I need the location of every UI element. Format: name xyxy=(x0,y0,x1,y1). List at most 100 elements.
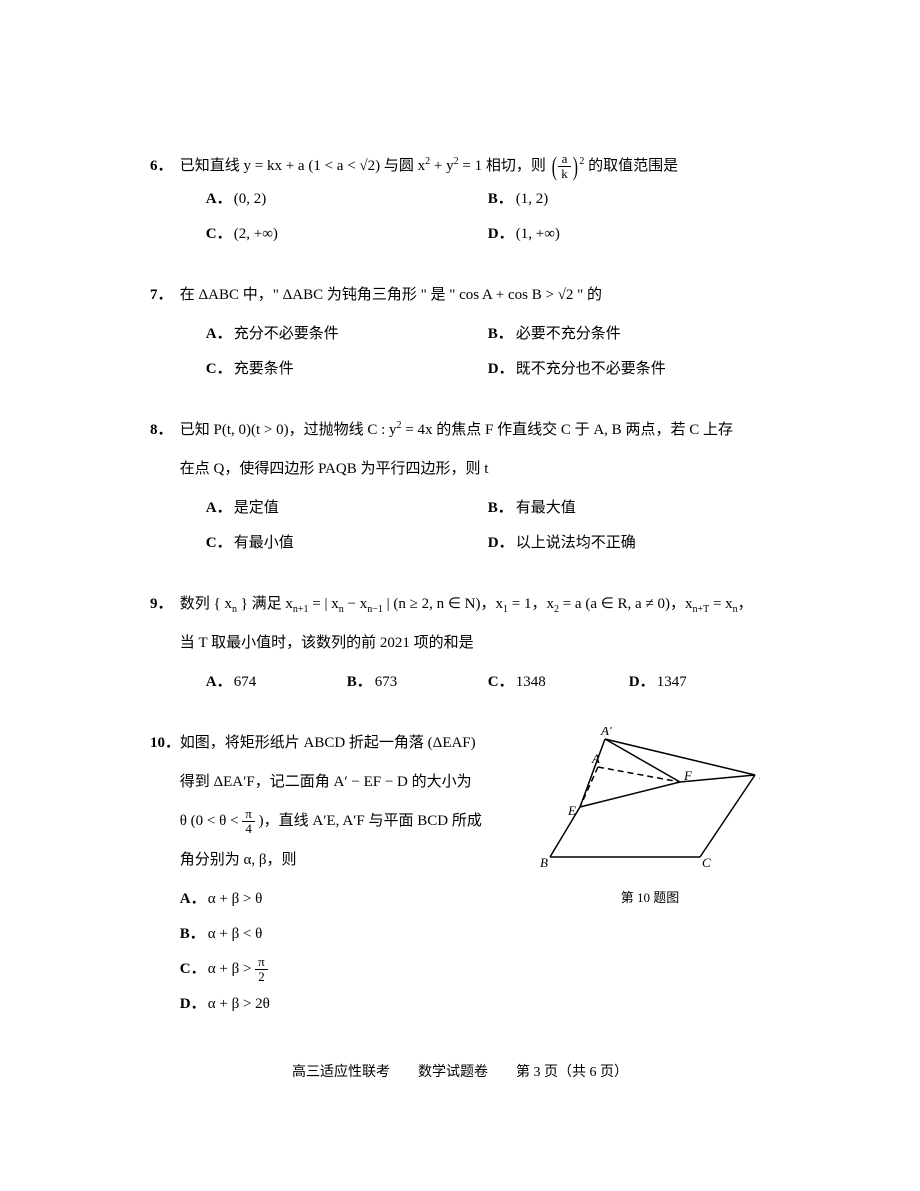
q6-opt-a-text: (0, 2) xyxy=(234,191,267,207)
question-9: 9． 数列 { xn } 满足 xn+1 = | xn − xn−1 | (n … xyxy=(150,588,770,701)
q6-frac-num: a xyxy=(558,152,571,167)
svg-text:A: A xyxy=(591,751,600,766)
q9-stem: 数列 { xn } 满足 xn+1 = | xn − xn−1 | (n ≥ 2… xyxy=(180,588,770,621)
q9-s-a: 数列 { x xyxy=(180,596,232,612)
q6-rparen: ) xyxy=(572,155,577,178)
q10-opt-d-text: α + β > 2θ xyxy=(208,996,270,1012)
q6-stem-c: = 1 相切，则 xyxy=(459,158,550,174)
q9-s-c: = | x xyxy=(309,596,339,612)
q9-sub-nm1: n−1 xyxy=(367,604,383,615)
q10-opt-c-den: 2 xyxy=(255,970,268,984)
svg-text:E: E xyxy=(567,803,576,818)
q7-stem: 在 ΔABC 中，" ΔABC 为钝角三角形 " 是 " cos A + cos… xyxy=(180,279,770,312)
q8-opt-b-text: 有最大值 xyxy=(516,500,576,516)
q6-options: A．(0, 2) B．(1, 2) C．(2, +∞) D．(1, +∞) xyxy=(180,183,770,251)
q6-stem-a: 已知直线 y = kx + a (1 < a < √2) 与圆 x xyxy=(180,158,425,174)
q8-opt-b: B．有最大值 xyxy=(488,492,770,525)
q8-stem: 已知 P(t, 0)(t > 0)，过抛物线 C : y2 = 4x 的焦点 F… xyxy=(180,414,770,447)
q6-opt-c-text: (2, +∞) xyxy=(234,226,278,242)
q8-number: 8． xyxy=(150,414,176,447)
q8-opt-a: A．是定值 xyxy=(206,492,488,525)
q10-opt-a-text: α + β > θ xyxy=(208,891,263,907)
q9-opt-d-text: 1347 xyxy=(657,674,687,690)
q9-stem-2: 当 T 取最小值时，该数列的前 2021 项的和是 xyxy=(180,627,770,660)
q6-body: 已知直线 y = kx + a (1 < a < √2) 与圆 x2 + y2 … xyxy=(180,150,770,253)
question-6: 6． 已知直线 y = kx + a (1 < a < √2) 与圆 x2 + … xyxy=(150,150,770,253)
q6-opt-b-text: (1, 2) xyxy=(516,191,549,207)
q7-opt-b-text: 必要不充分条件 xyxy=(516,326,621,342)
q10-stem-b: 得到 ΔEA′F，记二面角 A′ − EF − D 的大小为 xyxy=(180,766,540,799)
q10-opt-c: C．α + β > π2 xyxy=(180,953,540,986)
q9-s-g: = a (a ∈ R, a ≠ 0)，x xyxy=(559,596,692,612)
q6-stem: 已知直线 y = kx + a (1 < a < √2) 与圆 x2 + y2 … xyxy=(180,158,678,174)
q6-number: 6． xyxy=(150,150,176,183)
q7-opt-a-text: 充分不必要条件 xyxy=(234,326,339,342)
q9-body: 数列 { xn } 满足 xn+1 = | xn − xn−1 | (n ≥ 2… xyxy=(180,588,770,701)
question-10: 10． 如图，将矩形纸片 ABCD 折起一角落 (ΔEAF) 得到 ΔEA′F，… xyxy=(150,727,770,1023)
q10-frac-c-den: 4 xyxy=(242,822,255,836)
q8-opt-a-text: 是定值 xyxy=(234,500,279,516)
q10-number: 10． xyxy=(150,727,176,760)
q6-opt-d: D．(1, +∞) xyxy=(488,218,770,251)
q8-opt-c-text: 有最小值 xyxy=(234,535,294,551)
q6-stem-b: + y xyxy=(430,158,453,174)
q7-opt-d: D．既不充分也不必要条件 xyxy=(488,353,770,386)
q7-options: A．充分不必要条件 B．必要不充分条件 C．充要条件 D．既不充分也不必要条件 xyxy=(180,318,770,386)
q6-stem-d: 的取值范围是 xyxy=(584,158,678,174)
q10-options: A．α + β > θ B．α + β < θ C．α + β > π2 D．α… xyxy=(180,883,540,1021)
q10-opt-b-text: α + β < θ xyxy=(208,926,263,942)
q9-sub-nT: n+T xyxy=(692,604,709,615)
q9-s-h: = x xyxy=(709,596,732,612)
q7-number: 7． xyxy=(150,279,176,312)
q9-opt-b: B．673 xyxy=(347,666,488,699)
q10-figure: A′ABCDEF 第 10 题图 xyxy=(540,727,760,913)
q10-opt-c-frac: π2 xyxy=(255,955,268,985)
q10-stem-c1: θ (0 < θ < xyxy=(180,813,243,829)
q9-opt-d: D．1347 xyxy=(629,666,770,699)
q9-opt-b-text: 673 xyxy=(375,674,398,690)
q8-body: 已知 P(t, 0)(t > 0)，过抛物线 C : y2 = 4x 的焦点 F… xyxy=(180,414,770,562)
q9-number: 9． xyxy=(150,588,176,621)
q8-opt-d-text: 以上说法均不正确 xyxy=(516,535,636,551)
q6-frac: ak xyxy=(558,152,571,182)
q8-opt-c: C．有最小值 xyxy=(206,527,488,560)
q9-s-b: } 满足 x xyxy=(237,596,293,612)
q10-body: 如图，将矩形纸片 ABCD 折起一角落 (ΔEAF) 得到 ΔEA′F，记二面角… xyxy=(180,727,540,1023)
q6-opt-d-text: (1, +∞) xyxy=(516,226,560,242)
q8-stem-b: = 4x 的焦点 F 作直线交 C 于 A, B 两点，若 C 上存 xyxy=(402,422,733,438)
svg-text:C: C xyxy=(702,855,711,867)
q9-s-d: − x xyxy=(344,596,367,612)
q9-opt-a-text: 674 xyxy=(234,674,257,690)
q7-opt-d-text: 既不充分也不必要条件 xyxy=(516,361,666,377)
q10-opt-c-pre: α + β > xyxy=(208,961,255,977)
q7-opt-b: B．必要不充分条件 xyxy=(488,318,770,351)
q8-stem-a: 已知 P(t, 0)(t > 0)，过抛物线 C : y xyxy=(180,422,397,438)
q8-options: A．是定值 B．有最大值 C．有最小值 D．以上说法均不正确 xyxy=(180,492,770,560)
q7-opt-c: C．充要条件 xyxy=(206,353,488,386)
q10-opt-d: D．α + β > 2θ xyxy=(180,988,540,1021)
svg-text:B: B xyxy=(540,855,548,867)
svg-text:D: D xyxy=(758,767,760,782)
q10-stem-a: 如图，将矩形纸片 ABCD 折起一角落 (ΔEAF) xyxy=(180,727,540,760)
q7-opt-a: A．充分不必要条件 xyxy=(206,318,488,351)
q10-stem-c: θ (0 < θ < π4 )，直线 A′E, A′F 与平面 BCD 所成 xyxy=(180,805,540,838)
exam-page: 6． 已知直线 y = kx + a (1 < a < √2) 与圆 x2 + … xyxy=(110,30,810,1089)
q6-opt-b: B．(1, 2) xyxy=(488,183,770,216)
svg-text:F: F xyxy=(683,768,693,783)
q9-opt-c-text: 1348 xyxy=(516,674,546,690)
q10-stem-c2: )，直线 A′E, A′F 与平面 BCD 所成 xyxy=(255,813,482,829)
q9-opt-c: C．1348 xyxy=(488,666,629,699)
q9-options: A．674 B．673 C．1348 D．1347 xyxy=(180,666,770,699)
q10-stem-d: 角分别为 α, β，则 xyxy=(180,844,540,877)
q9-opt-a: A．674 xyxy=(206,666,347,699)
q6-opt-c: C．(2, +∞) xyxy=(206,218,488,251)
q9-s-e: | (n ≥ 2, n ∈ N)，x xyxy=(383,596,503,612)
q10-frac-c: π4 xyxy=(242,807,255,837)
svg-text:A′: A′ xyxy=(600,727,612,738)
q9-sub-np1: n+1 xyxy=(293,604,309,615)
question-7: 7． 在 ΔABC 中，" ΔABC 为钝角三角形 " 是 " cos A + … xyxy=(150,279,770,388)
page-footer: 高三适应性联考 数学试题卷 第 3 页（共 6 页） xyxy=(0,1061,920,1081)
q8-opt-d: D．以上说法均不正确 xyxy=(488,527,770,560)
q9-s-f: = 1，x xyxy=(508,596,554,612)
q10-diagram: A′ A B C D E F xyxy=(540,727,760,867)
